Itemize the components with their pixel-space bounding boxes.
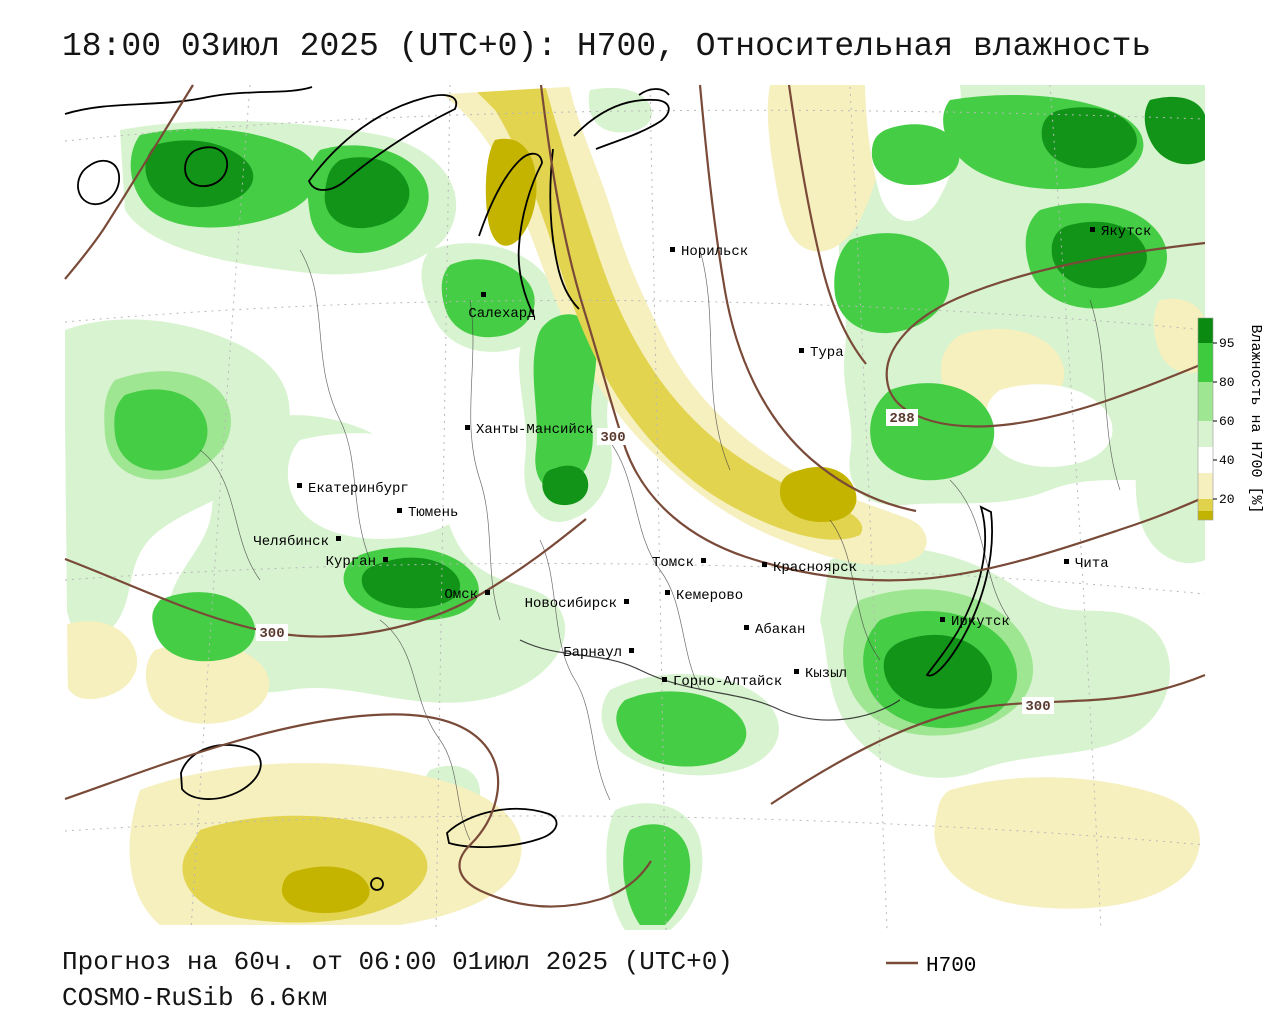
colorbar-segment [1198, 473, 1213, 499]
city-label: Салехард [468, 306, 535, 322]
legend-label: H700 [926, 955, 976, 978]
map-title: 18:00 03июл 2025 (UTC+0): H700, Относите… [62, 28, 1152, 65]
contour-label: 300 [256, 624, 288, 642]
city-marker: Курган [326, 554, 388, 570]
colorbar-segment [1198, 318, 1213, 343]
city-marker: Норильск [670, 244, 748, 260]
contour-label-text: 300 [259, 626, 284, 642]
city-markers: Норильск Якутск Салехард Тура Ханты-Манс… [253, 224, 1151, 690]
footer-legend: H700 [886, 955, 976, 978]
contour-labels: 300 288 300 300 [256, 409, 1054, 715]
model-info: COSMO-RuSib 6.6км [62, 983, 328, 1013]
city-label: Тюмень [408, 505, 458, 521]
city-marker: Салехард [468, 292, 536, 322]
city-label: Омск [444, 587, 478, 603]
city-marker: Новосибирск [525, 595, 629, 612]
city-marker: Тюмень [397, 505, 458, 521]
contour-label: 300 [1022, 697, 1054, 715]
colorbar-tick: 80 [1219, 375, 1235, 390]
city-label: Тура [810, 345, 844, 361]
contour-label-text: 288 [889, 411, 914, 427]
city-marker: Кемерово [665, 588, 743, 604]
city-label: Абакан [755, 621, 805, 638]
city-marker: Челябинск [253, 533, 341, 550]
city-label: Кемерово [676, 588, 743, 604]
city-marker: Екатеринбург [297, 480, 409, 497]
city-label: Горно-Алтайск [673, 673, 782, 690]
admin-borders [199, 249, 1121, 841]
colorbar-axis-label: Влажность на H700 [%] [1247, 324, 1264, 513]
colorbar-segment [1198, 447, 1213, 473]
colorbar-segment [1198, 382, 1213, 421]
colorbar: 95 80 60 40 20 Влажность на H700 [%] [1197, 317, 1264, 521]
city-marker: Горно-Алтайск [662, 673, 782, 690]
colorbar-tick: 95 [1219, 336, 1235, 351]
colorbar-tick: 40 [1219, 453, 1235, 468]
city-label: Курган [326, 554, 376, 570]
city-label: Якутск [1101, 224, 1151, 240]
city-label: Ханты-Мансийск [476, 421, 594, 438]
city-label: Красноярск [773, 560, 857, 576]
colorbar-tick: 20 [1219, 492, 1235, 507]
forecast-info: Прогноз на 60ч. от 06:00 01июл 2025 (UTC… [62, 947, 733, 977]
colorbar-segment [1198, 343, 1213, 382]
graticule [64, 84, 1206, 931]
colorbar-tick: 60 [1219, 414, 1235, 429]
city-marker: Чита [1064, 556, 1109, 572]
city-label: Екатеринбург [308, 480, 409, 497]
city-marker: Омск [444, 587, 490, 603]
coastlines [64, 86, 993, 891]
city-marker: Тура [799, 345, 844, 361]
contour-label: 300 [597, 428, 629, 446]
city-label: Томск [652, 555, 694, 571]
city-marker: Иркутск [940, 614, 1010, 630]
colorbar-segment [1198, 511, 1213, 520]
city-label: Барнаул [563, 645, 622, 661]
city-marker: Томск [652, 555, 706, 571]
city-marker: Кызыл [794, 666, 847, 682]
colorbar-segment [1198, 421, 1213, 447]
city-marker: Красноярск [762, 560, 857, 576]
contour-label: 288 [886, 409, 918, 427]
contour-label-text: 300 [1025, 699, 1050, 715]
city-label: Челябинск [253, 533, 329, 550]
city-label: Кызыл [805, 666, 847, 682]
colorbar-segment [1198, 499, 1213, 511]
city-label: Иркутск [951, 614, 1010, 630]
city-label: Чита [1075, 556, 1109, 572]
city-marker: Абакан [744, 621, 805, 638]
city-label: Норильск [681, 244, 748, 260]
h700-contour-lines [64, 84, 1206, 908]
city-marker: Якутск [1090, 224, 1151, 240]
contour-label-text: 300 [600, 430, 625, 446]
lake-baikal-outline [925, 505, 993, 677]
city-marker: Ханты-Мансийск [465, 421, 594, 438]
humidity-field [65, 85, 1205, 930]
city-label: Новосибирск [525, 595, 617, 612]
city-marker: Барнаул [563, 645, 634, 661]
